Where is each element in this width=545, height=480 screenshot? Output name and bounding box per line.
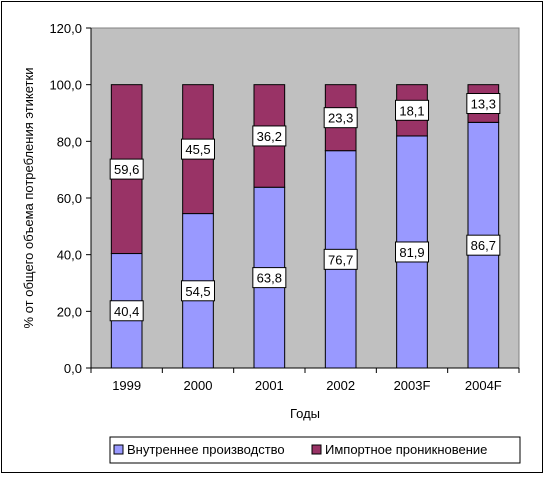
legend-swatch-domestic [113,444,124,455]
data-label-domestic: 81,9 [399,245,424,260]
x-tick-label: 2001 [255,378,284,393]
data-label-import-box [252,125,287,147]
data-label-import: 23,3 [328,111,353,126]
data-label-domestic: 86,7 [471,238,496,253]
data-label-import-box [323,107,358,129]
y-axis: 0,0 20,0 40,0 60,0 80,0 100,0 120,0 [49,21,92,376]
data-label-domestic-box [323,248,358,270]
data-label-import-box [181,138,215,160]
x-axis: 1999 2000 2001 2002 2003F 2004F [90,367,520,393]
data-label-domestic-box [109,300,144,322]
x-tick-label: 2003F [394,378,431,393]
data-label-domestic-box [395,241,429,263]
legend: Внутреннее производство Импортное проник… [109,436,521,464]
data-label-domestic: 63,8 [257,271,282,286]
data-label-domestic: 76,7 [328,252,353,267]
y-tick-label: 60,0 [57,191,82,206]
data-label-import-box [395,99,429,121]
y-axis-title: % от общего объема потребления этикетки [21,68,36,329]
y-tick-label: 100,0 [49,78,82,93]
legend-swatch-import [311,444,322,455]
data-label-domestic-box [181,280,215,302]
data-label-import-box [109,158,144,180]
y-tick-label: 120,0 [49,21,82,36]
data-label-domestic-box [466,234,501,256]
data-label-import: 13,3 [471,97,496,112]
data-labels-group: 40,4 59,6 54,5 45,5 63,8 36,2 76,7 23,3 81,9 18,1… [109,93,501,322]
data-label-import: 18,1 [399,103,424,118]
x-tick-label: 2000 [184,378,213,393]
data-label-domestic: 54,5 [185,284,210,299]
x-tick-label: 1999 [112,378,141,393]
data-label-import: 45,5 [185,142,210,157]
x-axis-title: Годы [290,406,320,421]
x-tick-label: 2004F [465,378,502,393]
data-label-import-box [466,93,501,115]
y-tick-label: 0,0 [64,361,82,376]
legend-label-import: Импортное проникновение [325,442,487,457]
data-label-domestic-box [252,267,287,289]
y-tick-label: 20,0 [57,304,82,319]
data-label-import: 36,2 [257,129,282,144]
y-tick-label: 40,0 [57,248,82,263]
legend-label-domestic: Внутреннее производство [127,442,285,457]
plot-area [90,27,520,369]
data-label-import: 59,6 [114,162,139,177]
y-tick-label: 80,0 [57,134,82,149]
data-label-domestic: 40,4 [114,304,139,319]
x-tick-label: 2002 [326,378,355,393]
